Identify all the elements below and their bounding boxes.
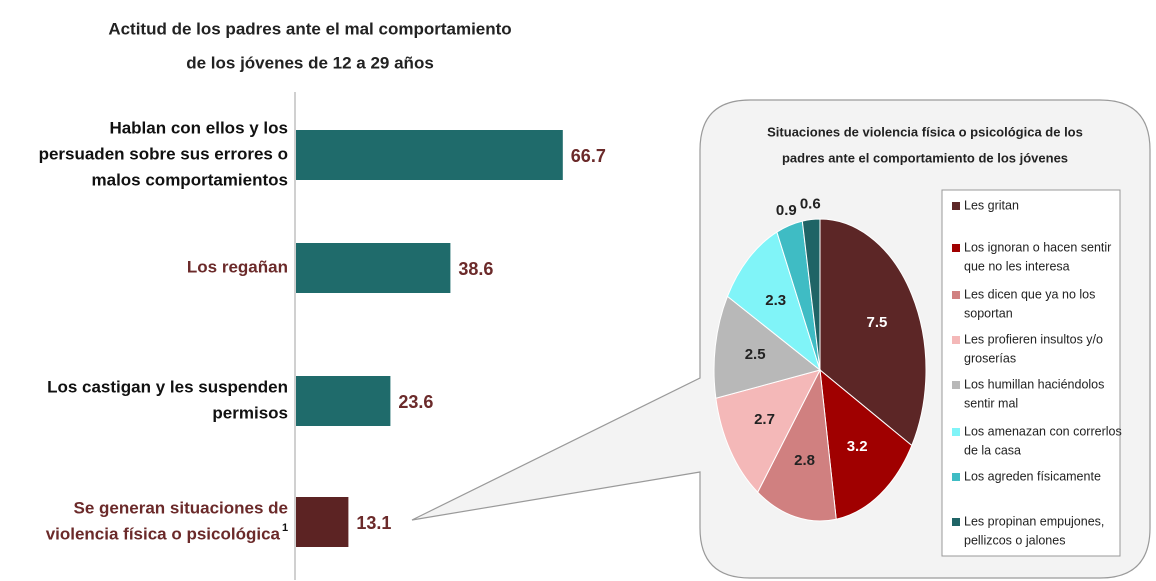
value-label: 13.1: [356, 513, 391, 533]
legend-label: Les propinan empujones,: [964, 514, 1104, 528]
pie-label: 7.5: [866, 314, 887, 331]
legend-label: Los agreden físicamente: [964, 469, 1101, 483]
bar: [296, 243, 451, 293]
value-label: 38.6: [458, 259, 493, 279]
pie-title: padres ante el comportamiento de los jóv…: [782, 150, 1068, 165]
legend-swatch: [952, 202, 960, 210]
legend-box: [941, 189, 1121, 557]
legend-label: soportan: [964, 306, 1013, 320]
category-label: malos comportamientos: [92, 170, 289, 189]
category-label: Los castigan y les suspenden: [47, 377, 288, 396]
legend-label: pellizcos o jalones: [964, 533, 1065, 547]
legend-swatch: [952, 244, 960, 252]
legend-swatch: [952, 381, 960, 389]
pie-label: 2.7: [754, 411, 775, 428]
legend-label: Les gritan: [964, 198, 1019, 212]
bar: [296, 376, 391, 426]
pie-slice: [801, 218, 821, 371]
category-label: Hablan con ellos y los: [109, 118, 288, 137]
legend-label: Los amenazan con correrlos: [964, 424, 1122, 438]
pie-label: 2.5: [745, 346, 766, 363]
pie-label: 0.6: [800, 195, 821, 212]
legend-label: groserías: [964, 351, 1016, 365]
pie-slice: [726, 231, 821, 372]
category-label: Los regañan: [187, 257, 288, 276]
legend-swatch: [952, 336, 960, 344]
chart-title: Actitud de los padres ante el mal compor…: [108, 19, 511, 38]
pie-slice: [715, 369, 821, 494]
bar: [296, 497, 349, 547]
legend-label: de la casa: [964, 443, 1021, 457]
pie-title: Situaciones de violencia física o psicol…: [767, 124, 1083, 139]
legend-swatch: [952, 473, 960, 481]
category-label: permisos: [212, 403, 288, 422]
pie-label: 0.9: [776, 202, 797, 219]
pie-slice: [713, 295, 822, 399]
legend-label: sentir mal: [964, 396, 1018, 410]
pie-slice: [819, 218, 927, 447]
category-superscript: 1: [282, 522, 288, 534]
pie-label: 2.8: [794, 452, 815, 469]
pie-label: 3.2: [847, 438, 868, 455]
legend-label: Les dicen que ya no los: [964, 287, 1095, 301]
legend-label: Les profieren insultos y/o: [964, 332, 1103, 346]
legend-label: Los ignoran o hacen sentir: [964, 240, 1111, 254]
pie-slice: [819, 368, 913, 520]
legend-swatch: [952, 428, 960, 436]
legend-label: que no les interesa: [964, 259, 1070, 273]
category-label: persuaden sobre sus errores o: [39, 144, 288, 163]
value-label: 66.7: [571, 146, 606, 166]
legend-label: Los humillan haciéndolos: [964, 377, 1104, 391]
value-label: 23.6: [398, 392, 433, 412]
category-label: Se generan situaciones de: [74, 498, 288, 517]
category-label: violencia física o psicológica: [46, 524, 281, 543]
pie-slice: [757, 368, 837, 522]
pie-label: 2.3: [765, 292, 786, 309]
legend-swatch: [952, 291, 960, 299]
legend-swatch: [952, 518, 960, 526]
chart-title: de los jóvenes de 12 a 29 años: [186, 53, 434, 72]
bar: [296, 130, 563, 180]
